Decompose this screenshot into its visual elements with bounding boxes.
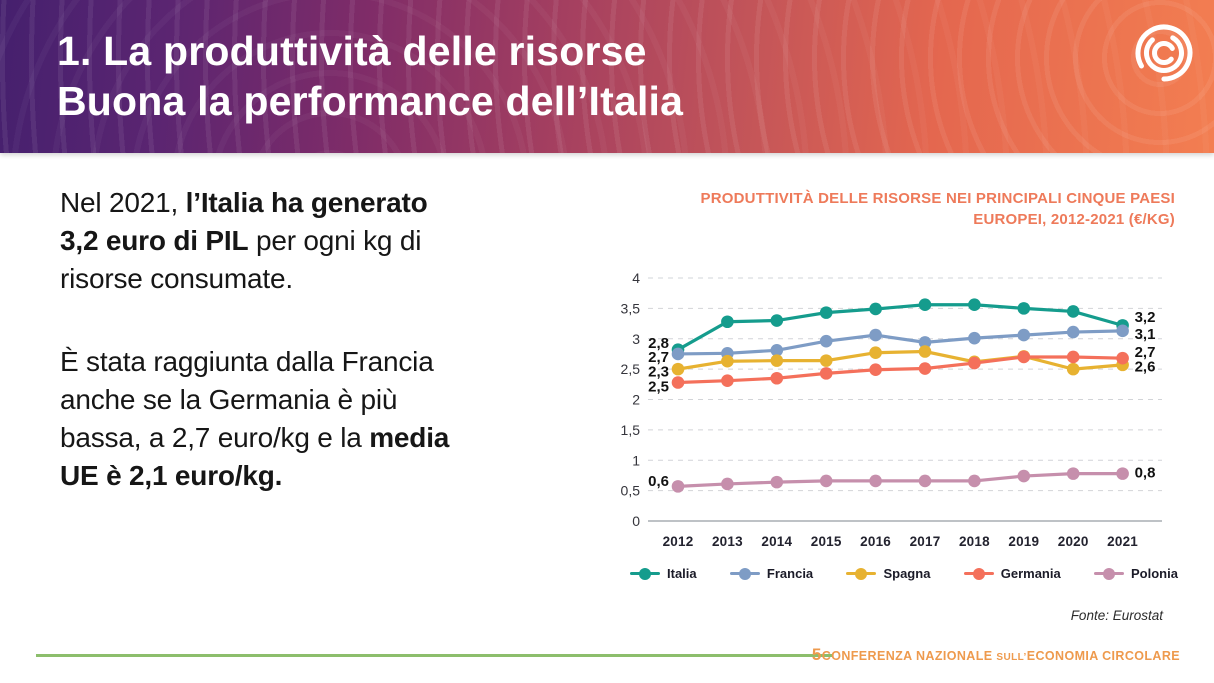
legend-dot-icon (738, 567, 751, 580)
value-annotation: 2,7 (648, 349, 669, 366)
intro-p2-pre: È stata raggiunta dalla Francia anche se… (60, 346, 434, 453)
value-annotations: 2,82,72,32,50,63,23,12,72,60,8 (648, 309, 1155, 490)
value-annotation: 0,8 (1135, 464, 1156, 481)
value-annotation: 2,3 (648, 364, 669, 381)
y-axis-tick-label: 4 (632, 270, 640, 286)
legend-marker-icon (963, 567, 994, 580)
intro-text: Nel 2021, l’Italia ha generato 3,2 euro … (60, 184, 472, 495)
y-axis-tick-label: 0,5 (621, 483, 641, 499)
y-axis-tick-label: 0 (632, 513, 640, 529)
intro-p1-pre: Nel 2021, (60, 187, 186, 218)
series-italia (671, 298, 1129, 356)
gridlines: 4 3,5 3 2,5 2 1,5 1 0,5 0 (621, 270, 1162, 529)
value-annotation: 2,5 (648, 379, 669, 396)
y-axis-tick-label: 2,5 (621, 361, 641, 377)
legend-item-polonia: Polonia (1094, 566, 1178, 581)
intro-paragraph-2: È stata raggiunta dalla Francia anche se… (60, 343, 472, 495)
legend-marker-icon (729, 567, 760, 580)
chart-source: Fonte: Eurostat (1070, 608, 1163, 623)
legend-label: Francia (766, 566, 814, 581)
circular-economy-logo-icon (1135, 24, 1193, 82)
intro-p2-bold: media UE è 2,1 euro/kg. (60, 422, 450, 491)
x-axis-tick-label: 2012 (663, 534, 694, 549)
footer-number: 5 (811, 645, 822, 664)
x-axis-tick-label: 2018 (959, 534, 990, 549)
legend-label: Italia (667, 566, 697, 581)
legend-marker-icon (846, 567, 877, 580)
intro-p1-bold: l’Italia ha generato 3,2 euro di PIL (60, 187, 428, 256)
value-annotation: 0,6 (648, 473, 669, 490)
series-polonia (671, 467, 1129, 493)
chart-title: PRODUTTIVITÀ DELLE RISORSE NEI PRINCIPAL… (700, 190, 1175, 228)
footer-part3: ECONOMIA CIRCOLARE (1026, 649, 1180, 663)
y-axis-tick-label: 1 (632, 452, 640, 468)
series-spagna (671, 345, 1129, 376)
intro-p1-post: per ogni kg di risorse consumate. (60, 225, 422, 294)
legend-marker-icon (630, 567, 660, 580)
x-axis-tick-label: 2016 (860, 534, 891, 549)
slide-title: 1. La produttività delle risorse Buona l… (57, 26, 683, 126)
y-axis-tick-label: 3 (632, 331, 640, 347)
intro-paragraph-1: Nel 2021, l’Italia ha generato 3,2 euro … (60, 184, 472, 298)
footer-conference-title: 5 CONFERENZA NAZIONALE SULL’ ECONOMIA CIRC… (812, 645, 1180, 665)
legend-item-italia: Italia (630, 566, 697, 581)
legend-label: Spagna (883, 566, 931, 581)
value-annotation: 2,7 (1135, 344, 1156, 361)
legend-label: Polonia (1131, 566, 1178, 581)
x-axis-tick-label: 2020 (1058, 534, 1089, 549)
y-axis-tick-label: 1,5 (621, 422, 641, 438)
header-banner: 1. La produttività delle risorse Buona l… (0, 0, 1214, 153)
legend-dot-icon (972, 567, 985, 580)
y-axis-tick-label: 2 (632, 392, 640, 408)
legend-label: Germania (1000, 566, 1061, 581)
legend-marker-icon (1094, 567, 1125, 580)
x-axis-tick-label: 2021 (1107, 534, 1138, 549)
footer-part1: CONFERENZA NAZIONALE (821, 649, 997, 663)
x-axis-tick-label: 2013 (712, 534, 743, 549)
value-annotation: 3,1 (1135, 326, 1156, 343)
slide-title-line1: 1. La produttività delle risorse (57, 28, 647, 74)
legend-item-germania: Germania (963, 566, 1061, 581)
legend-item-francia: Francia (729, 566, 814, 581)
x-axis-tick-label: 2017 (910, 534, 941, 549)
x-axis-labels: 2012 2013 2014 2015 2016 2017 2018 2019 2020 2021 (663, 534, 1139, 549)
series-francia (671, 324, 1129, 361)
slide-title-line2: Buona la performance dell’Italia (57, 78, 684, 124)
footer-divider-line (36, 654, 833, 657)
footer-part2: SULL’ (996, 652, 1027, 663)
x-axis-tick-label: 2019 (1008, 534, 1039, 549)
series-germania (671, 350, 1129, 389)
x-axis-tick-label: 2015 (811, 534, 842, 549)
x-axis-tick-label: 2014 (761, 534, 792, 549)
value-annotation: 2,8 (648, 335, 669, 352)
y-axis-tick-label: 3,5 (621, 300, 641, 316)
value-annotation: 2,6 (1135, 359, 1156, 376)
legend-dot-icon (639, 567, 651, 580)
legend-item-spagna: Spagna (846, 566, 930, 581)
legend-dot-icon (855, 567, 868, 580)
legend-dot-icon (1103, 567, 1116, 580)
chart-legend: Italia Francia Spagna Germania Polonia (630, 566, 1178, 581)
value-annotation: 3,2 (1135, 309, 1156, 326)
